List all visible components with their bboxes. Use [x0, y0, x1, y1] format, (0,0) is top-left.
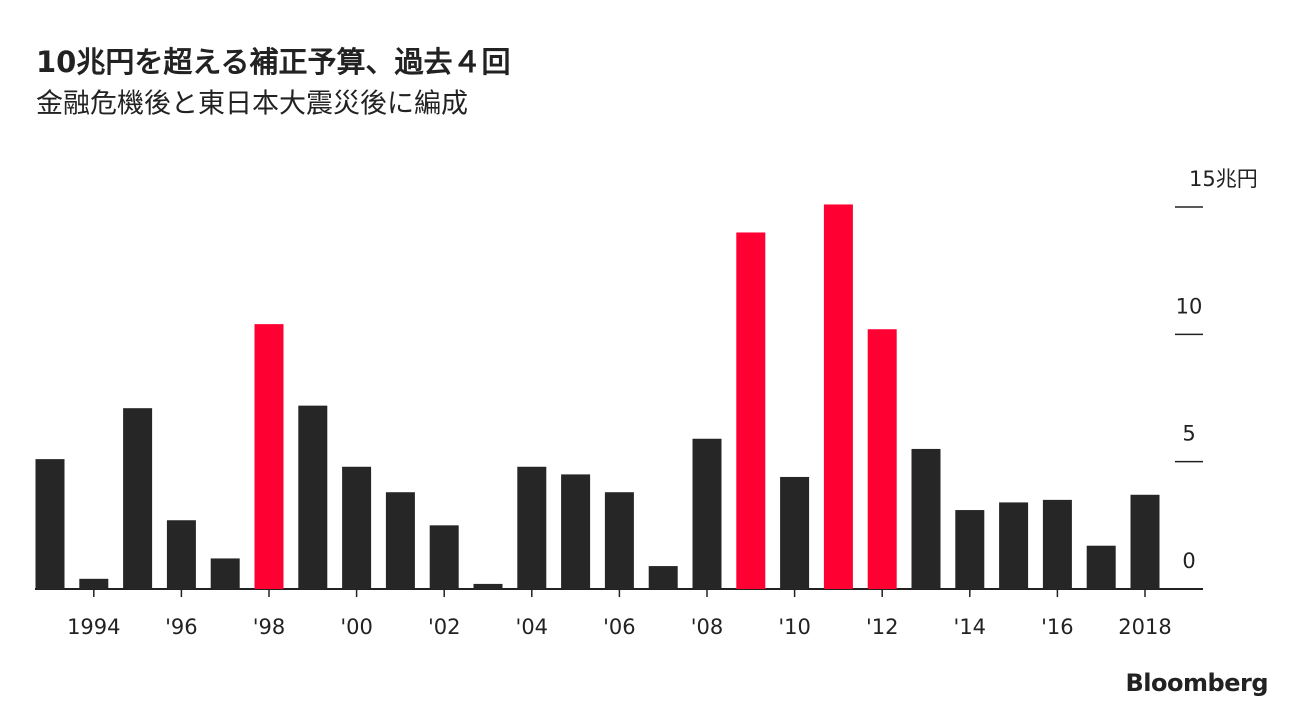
bar: [35, 459, 65, 589]
bar: [867, 329, 897, 589]
y-tick-label: 15兆円: [1189, 167, 1258, 191]
y-tick-label: 0: [1182, 549, 1195, 573]
bar: [166, 520, 196, 589]
bar: [210, 558, 240, 589]
y-tick-label: 10: [1176, 294, 1203, 318]
bar: [780, 476, 810, 589]
x-tick-label: '10: [778, 615, 811, 639]
bar: [298, 405, 328, 589]
x-tick-label: '14: [954, 615, 987, 639]
bar: [429, 525, 459, 589]
x-tick-label: '00: [340, 615, 373, 639]
x-tick-label: '98: [253, 615, 286, 639]
y-tick-label: 5: [1182, 422, 1195, 446]
bar: [342, 466, 372, 589]
x-tick-label: '02: [428, 615, 461, 639]
x-tick-label: '08: [691, 615, 724, 639]
chart-subtitle: 金融危機後と東日本大震災後に編成: [36, 89, 468, 120]
bar: [254, 324, 284, 589]
bar: [911, 448, 941, 589]
bar: [385, 492, 415, 589]
x-tick-label: 1994: [67, 615, 120, 639]
bar: [692, 438, 722, 589]
x-tick-label: 2018: [1118, 615, 1171, 639]
x-tick-label: '96: [165, 615, 198, 639]
x-tick-label: '06: [603, 615, 636, 639]
bar: [517, 466, 547, 589]
bar: [473, 583, 503, 589]
x-tick-label: '16: [1041, 615, 1074, 639]
bar: [823, 204, 853, 589]
bar: [1130, 494, 1160, 589]
bar: [955, 510, 985, 589]
bar: [604, 492, 634, 589]
bar: [561, 474, 591, 589]
chart-title: 10兆円を超える補正予算、過去４回: [36, 45, 511, 79]
source-logo: Bloomberg: [1126, 669, 1268, 697]
bar: [736, 232, 766, 589]
bar: [1042, 499, 1072, 589]
bar: [999, 502, 1029, 589]
bar: [648, 566, 678, 589]
x-tick-label: '12: [866, 615, 899, 639]
bar: [123, 408, 153, 589]
x-tick-label: '04: [516, 615, 549, 639]
bar: [1086, 545, 1116, 589]
bar: [79, 578, 109, 589]
